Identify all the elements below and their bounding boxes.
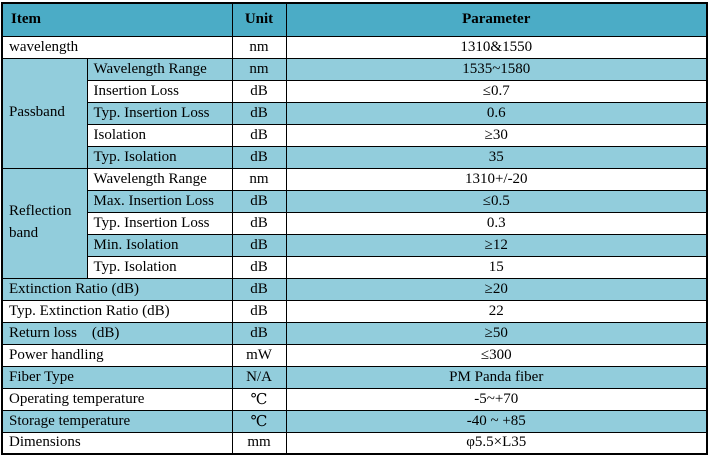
- param-cell: ≥12: [285, 233, 708, 257]
- unit-cell: dB: [231, 211, 287, 235]
- param-cell: 0.6: [285, 101, 708, 125]
- unit-cell: nm: [231, 35, 287, 59]
- param-cell: 35: [285, 145, 708, 169]
- item-cell: Max. Insertion Loss: [86, 189, 233, 213]
- param-cell: -5~+70: [285, 387, 708, 411]
- unit-cell: dB: [231, 123, 287, 147]
- unit-cell: dB: [231, 189, 287, 213]
- header-parameter: Parameter: [285, 2, 708, 37]
- unit-cell: dB: [231, 299, 287, 323]
- unit-cell: mW: [231, 343, 287, 367]
- param-cell: ≤0.7: [285, 79, 708, 103]
- item-cell: Isolation: [86, 123, 233, 147]
- table-row: Typ. Insertion Loss dB 0.6: [2, 101, 708, 125]
- param-cell: PM Panda fiber: [285, 365, 708, 389]
- param-cell: 0.3: [285, 211, 708, 235]
- unit-cell: nm: [231, 167, 287, 191]
- unit-cell: dB: [231, 233, 287, 257]
- item-cell: Typ. Isolation: [86, 255, 233, 279]
- param-cell: ≤0.5: [285, 189, 708, 213]
- item-cell: Storage temperature: [1, 409, 233, 433]
- item-cell: Typ. Isolation: [86, 145, 233, 169]
- item-cell: Insertion Loss: [86, 79, 233, 103]
- table-row: Operating temperature ℃ -5~+70: [1, 387, 708, 411]
- param-cell: 1310+/-20: [285, 167, 708, 191]
- header-unit: Unit: [231, 2, 287, 37]
- param-cell: 22: [285, 299, 708, 323]
- item-cell: Extinction Ratio (dB): [1, 277, 233, 301]
- param-cell: ≤300: [285, 343, 708, 367]
- unit-cell: nm: [231, 57, 287, 81]
- param-cell: 1310&1550: [285, 35, 708, 59]
- item-cell: Wavelength Range: [86, 167, 233, 191]
- table-row: Typ. Insertion Loss dB 0.3: [2, 211, 708, 235]
- param-cell: ≥30: [285, 123, 708, 147]
- table-row: Passband Wavelength Range nm 1535~1580: [1, 57, 708, 169]
- table-row: Reflection band Wavelength Range nm 1310+/-…: [1, 167, 708, 279]
- table-row: Fiber Type N/A PM Panda fiber: [1, 365, 708, 389]
- item-cell: wavelength: [1, 35, 233, 59]
- unit-cell: dB: [231, 79, 287, 103]
- table-row: Extinction Ratio (dB) dB ≥20: [1, 277, 708, 301]
- unit-cell: dB: [231, 145, 287, 169]
- table-row: wavelength nm 1310&1550: [1, 35, 708, 59]
- table-row: Max. Insertion Loss dB ≤0.5: [2, 189, 708, 213]
- item-cell: Typ. Insertion Loss: [86, 101, 233, 125]
- table-row: Typ. Extinction Ratio (dB) dB 22: [1, 299, 708, 323]
- item-cell: Typ. Extinction Ratio (dB): [1, 299, 233, 323]
- table-header-row: Item Unit Parameter: [1, 2, 708, 37]
- param-cell: 15: [285, 255, 708, 279]
- table-row: Typ. Isolation dB 35: [2, 145, 708, 169]
- item-cell: Fiber Type: [1, 365, 233, 389]
- table-row: Insertion Loss dB ≤0.7: [2, 79, 708, 103]
- unit-cell: dB: [231, 277, 287, 301]
- item-cell: Operating temperature: [1, 387, 233, 411]
- item-cell: Power handling: [1, 343, 233, 367]
- table-row: Storage temperature ℃ -40 ~ +85: [1, 409, 708, 433]
- item-cell: Typ. Insertion Loss: [86, 211, 233, 235]
- item-cell: Wavelength Range: [86, 57, 233, 81]
- unit-cell: dB: [231, 321, 287, 345]
- unit-cell: mm: [231, 431, 287, 455]
- header-item: Item: [1, 2, 233, 37]
- table-row: Dimensions mm φ5.5×L35: [1, 431, 708, 455]
- param-cell: ≥50: [285, 321, 708, 345]
- table-row: Min. Isolation dB ≥12: [2, 233, 708, 257]
- unit-cell: N/A: [231, 365, 287, 389]
- param-cell: -40 ~ +85: [285, 409, 708, 433]
- group-cell: Reflection band: [1, 167, 88, 279]
- group-cell: Passband: [1, 57, 88, 169]
- item-cell: Return loss (dB): [1, 321, 233, 345]
- table-row: Return loss (dB) dB ≥50: [1, 321, 708, 345]
- param-cell: 1535~1580: [285, 57, 708, 81]
- param-cell: φ5.5×L35: [285, 431, 708, 455]
- unit-cell: dB: [231, 255, 287, 279]
- table-row: Isolation dB ≥30: [2, 123, 708, 147]
- unit-cell: dB: [231, 101, 287, 125]
- table-row: Typ. Isolation dB 15: [2, 255, 708, 279]
- param-cell: ≥20: [285, 277, 708, 301]
- item-cell: Min. Isolation: [86, 233, 233, 257]
- unit-cell: ℃: [231, 387, 287, 411]
- unit-cell: ℃: [231, 409, 287, 433]
- item-cell: Dimensions: [1, 431, 233, 455]
- table-row: Power handling mW ≤300: [1, 343, 708, 367]
